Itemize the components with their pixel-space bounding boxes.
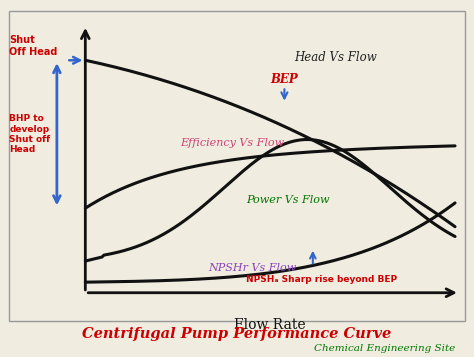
Text: BEP: BEP xyxy=(271,73,298,86)
Text: NPSHₐ Sharp rise beyond BEP: NPSHₐ Sharp rise beyond BEP xyxy=(246,275,398,284)
Text: Head Vs Flow: Head Vs Flow xyxy=(294,51,377,64)
Text: Centrifugal Pump Performance Curve: Centrifugal Pump Performance Curve xyxy=(82,327,392,341)
Text: Flow Rate: Flow Rate xyxy=(234,318,306,332)
Text: Power Vs Flow: Power Vs Flow xyxy=(246,195,330,205)
Text: NPSHr Vs Flow: NPSHr Vs Flow xyxy=(209,263,297,273)
Text: Chemical Engineering Site: Chemical Engineering Site xyxy=(314,345,455,353)
Text: Efficiency Vs Flow: Efficiency Vs Flow xyxy=(180,138,284,148)
Text: Shut
Off Head: Shut Off Head xyxy=(9,35,58,57)
Text: BHP to
develop
Shut off
Head: BHP to develop Shut off Head xyxy=(9,114,51,154)
FancyBboxPatch shape xyxy=(9,11,465,321)
